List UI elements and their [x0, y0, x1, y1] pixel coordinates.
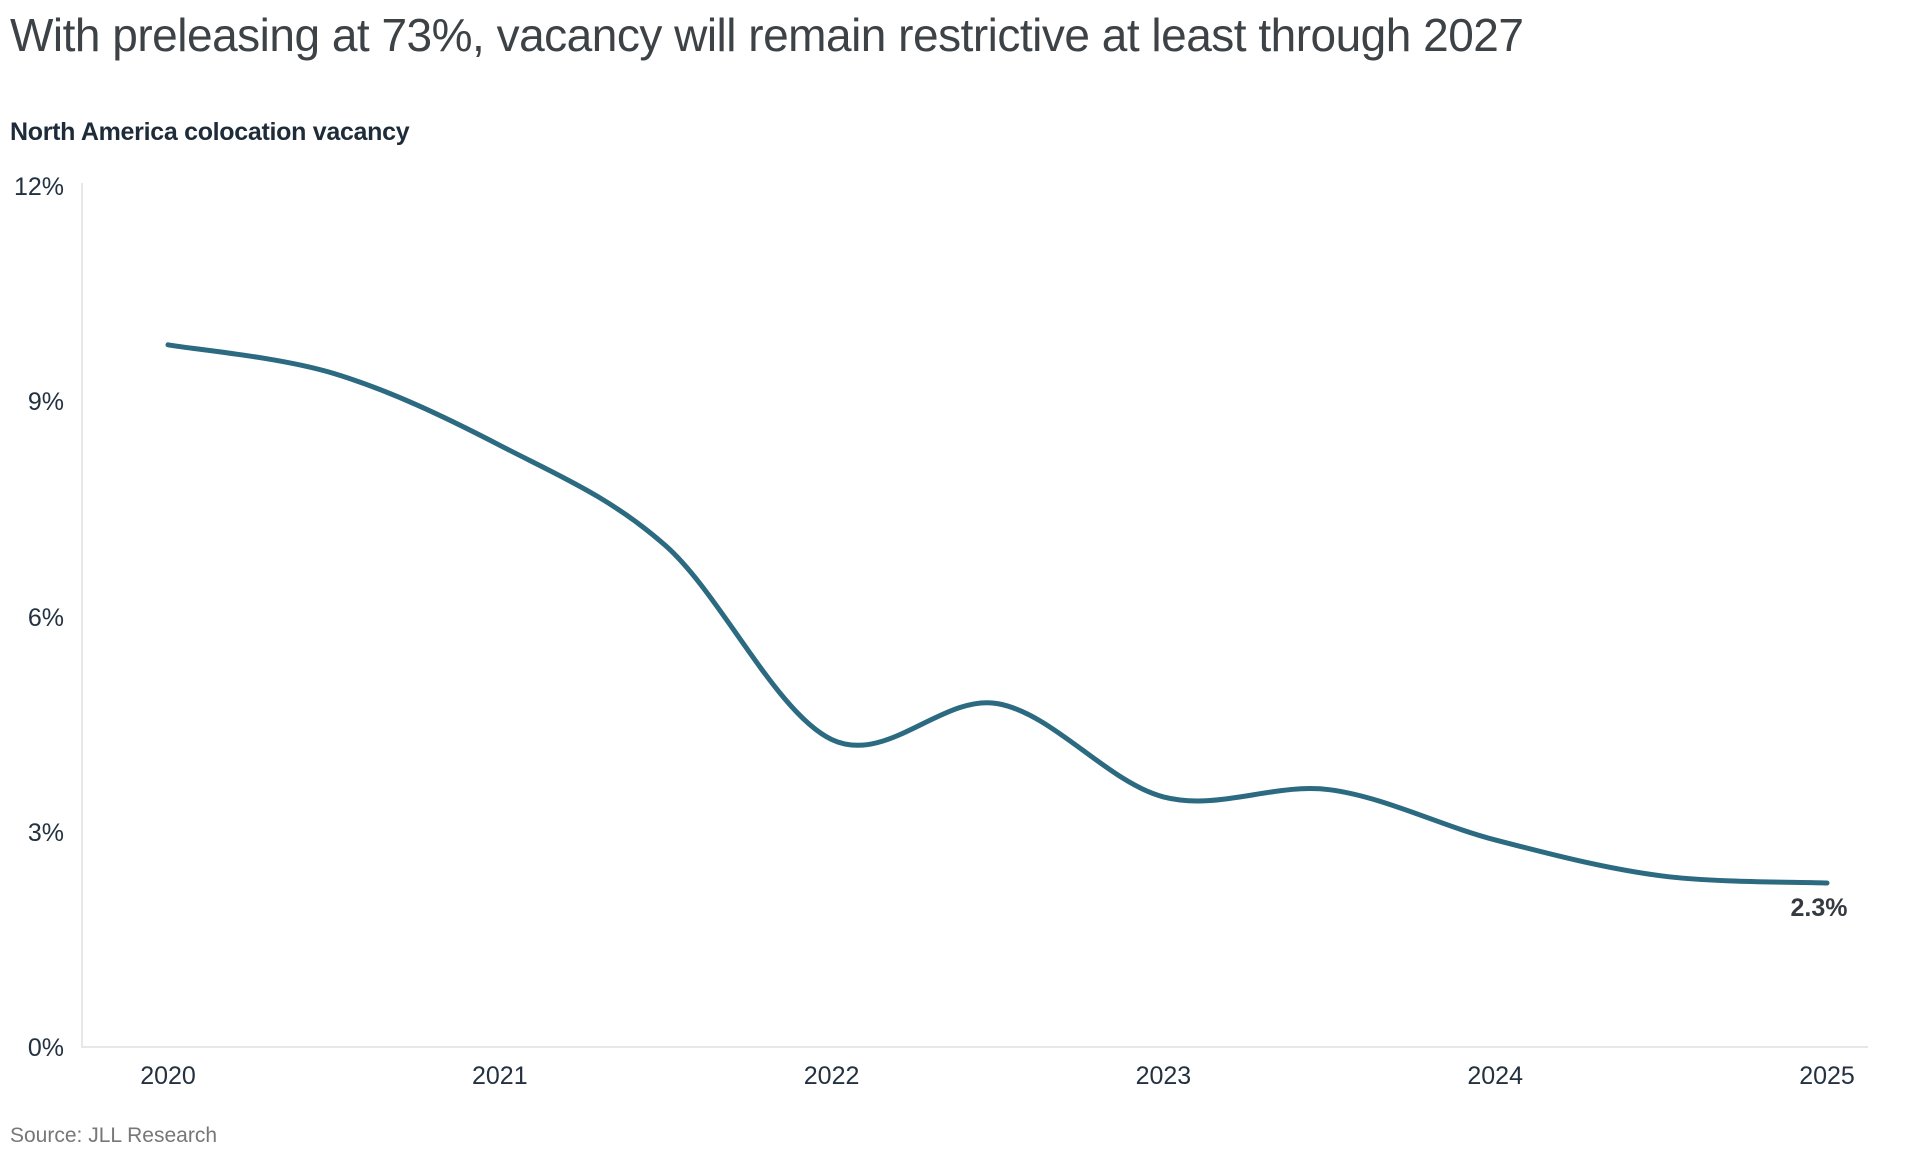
x-axis-tick-label: 2024 — [1467, 1062, 1523, 1090]
source-note: Source: JLL Research — [10, 1124, 217, 1147]
chart-subtitle: North America colocation vacancy — [10, 118, 410, 146]
x-axis-tick-label: 2022 — [803, 1062, 860, 1090]
x-axis-tick-label: 2020 — [140, 1062, 196, 1090]
x-axis-line — [81, 1046, 1868, 1048]
vacancy-trend-line — [165, 342, 1830, 886]
y-axis-tick-label: 3% — [27, 818, 64, 847]
x-axis-tick-label: 2025 — [1799, 1062, 1855, 1090]
y-axis-tick-label: 6% — [27, 603, 64, 632]
page-title: With preleasing at 73%, vacancy will rem… — [10, 9, 1524, 61]
y-axis-line — [81, 183, 83, 1048]
end-value-label: 2.3% — [1790, 893, 1848, 922]
x-axis-tick-label: 2023 — [1135, 1062, 1192, 1090]
x-axis-tick-label: 2021 — [471, 1062, 528, 1090]
y-axis-tick-label: 0% — [27, 1034, 64, 1062]
y-axis-tick-label: 12% — [13, 173, 64, 201]
y-axis-tick-label: 9% — [27, 388, 64, 417]
